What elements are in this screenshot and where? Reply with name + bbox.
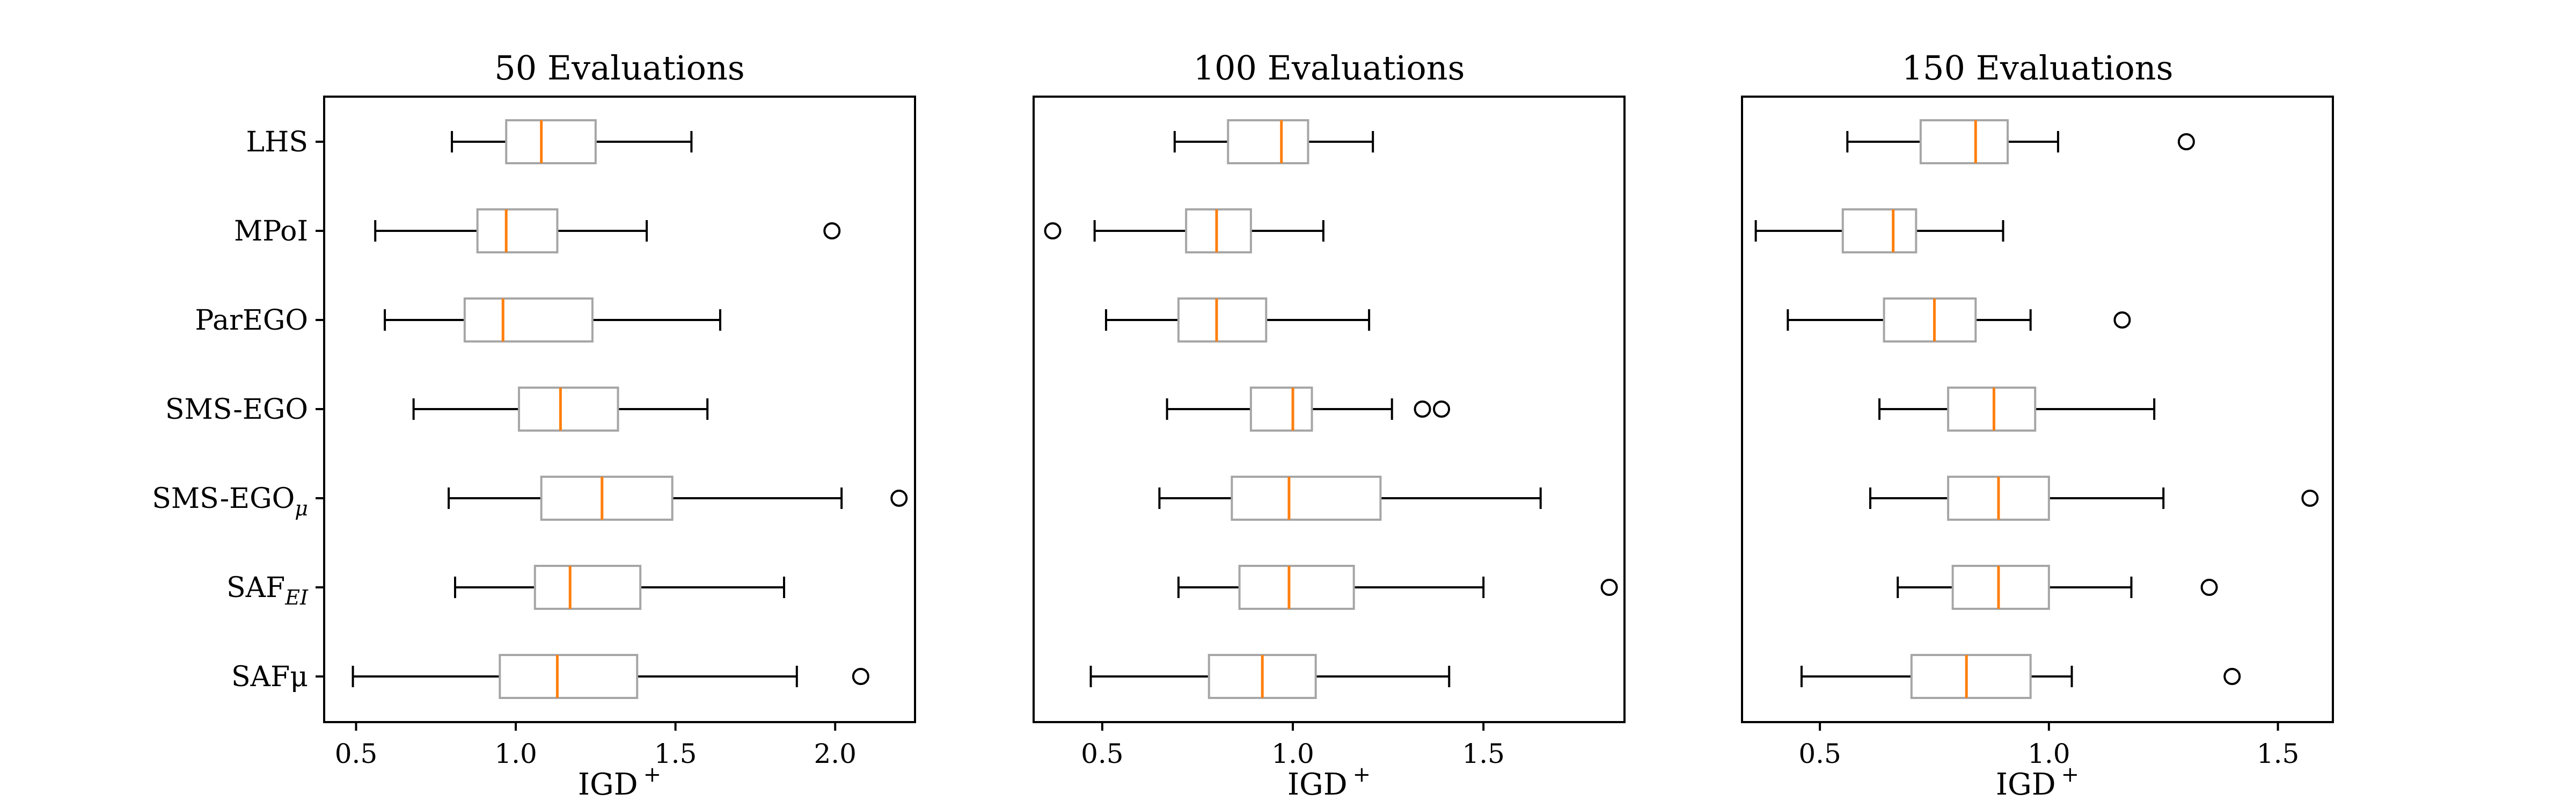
- box-iqr: [499, 654, 639, 699]
- y-tick-label-subscript: μ: [295, 497, 308, 520]
- box-iqr: [1177, 297, 1268, 343]
- box-5: [1869, 476, 2319, 521]
- box-iqr: [1910, 654, 2032, 699]
- box-iqr: [1227, 119, 1309, 164]
- x-tick-label: 0.5: [335, 738, 378, 769]
- box-iqr: [476, 208, 559, 253]
- y-tick-label-main: LHS: [246, 126, 308, 158]
- box-iqr: [1883, 297, 1977, 343]
- outlier-point: [2223, 668, 2241, 685]
- box-iqr: [1231, 476, 1382, 521]
- x-tick-label: 2.0: [814, 738, 857, 769]
- box-6: [454, 565, 785, 610]
- y-tick-label: MPoI: [234, 215, 308, 248]
- box-iqr: [1249, 387, 1313, 432]
- x-tick-label: 1.5: [2257, 738, 2300, 769]
- y-tick-label-main: MPoI: [234, 215, 308, 248]
- box-1: [1846, 119, 2195, 164]
- y-tick-label: ParEGO: [195, 304, 308, 337]
- box-3: [1104, 297, 1371, 343]
- box-iqr: [463, 297, 594, 343]
- box-4: [1878, 387, 2156, 432]
- outlier-point: [823, 222, 841, 239]
- x-axis-label-main: IGD: [578, 767, 638, 802]
- y-tick-label: LHS: [246, 126, 308, 158]
- box-iqr: [1185, 208, 1252, 253]
- y-tick-label-main: ParEGO: [195, 304, 308, 337]
- x-tick-label: 1.0: [2028, 738, 2070, 769]
- outlier-point: [1414, 401, 1431, 418]
- y-tick-label: SMS-EGOμ: [152, 483, 308, 520]
- box-6: [1177, 565, 1618, 610]
- y-tick-label: SAFEI: [226, 572, 309, 609]
- x-axis-label: IGD +: [1996, 762, 2079, 802]
- box-2: [1044, 208, 1324, 253]
- y-tick-label-main: SMS-EGO: [165, 394, 308, 426]
- x-tick-label: 1.5: [654, 738, 697, 769]
- panel-title: 100 Evaluations: [1194, 48, 1465, 88]
- box-4: [1166, 387, 1451, 432]
- panel-3: 150 Evaluations 0.5 1.0 1.5 IGD +: [1741, 48, 2334, 802]
- box-7: [352, 654, 869, 699]
- box-3: [1787, 297, 2131, 343]
- x-tick-label: 1.0: [1271, 738, 1314, 769]
- x-axis-label-main: IGD: [1996, 767, 2056, 802]
- outlier-point: [852, 668, 869, 685]
- x-axis-label-superscript: +: [1353, 762, 1371, 787]
- outlier-point: [2113, 311, 2131, 329]
- outlier-point: [2301, 490, 2319, 507]
- y-tick-label: SMS-EGO: [165, 394, 308, 426]
- panel-title: 150 Evaluations: [1902, 48, 2174, 88]
- outlier-point: [2200, 579, 2218, 596]
- y-tick-label-main: SMS-EGO: [152, 483, 295, 515]
- outlier-point: [1600, 579, 1618, 596]
- x-axis-label: IGD +: [578, 762, 661, 802]
- box-iqr: [540, 476, 674, 521]
- outlier-point: [1433, 401, 1451, 418]
- x-axis-label-main: IGD: [1287, 767, 1348, 802]
- x-tick-label: 1.0: [494, 738, 537, 769]
- box-3: [384, 297, 721, 343]
- x-tick-label: 0.5: [1081, 738, 1124, 769]
- box-iqr: [1841, 208, 1918, 253]
- box-iqr: [1947, 387, 2037, 432]
- box-iqr: [1919, 119, 2009, 164]
- box-6: [1897, 565, 2218, 610]
- outlier-point: [890, 490, 908, 507]
- box-7: [1800, 654, 2241, 699]
- panel-2: 100 Evaluations 0.5 1.0 1.5 IGD +: [1033, 48, 1626, 802]
- panel-1: 50 Evaluations 0.5 1.0 1.5 2.0 IGD + LHS MPoI Par…: [152, 48, 916, 802]
- box-iqr: [518, 387, 619, 432]
- panel-title: 50 Evaluations: [494, 48, 744, 88]
- box-7: [1089, 654, 1451, 699]
- x-axis-label-superscript: +: [643, 762, 662, 787]
- outlier-point: [1044, 222, 1062, 239]
- box-iqr: [533, 565, 642, 610]
- x-axis-label-superscript: +: [2061, 762, 2080, 787]
- y-tick-label-main: SAF: [226, 572, 285, 604]
- box-iqr: [1238, 565, 1355, 610]
- y-tick-label: SAFμ: [231, 661, 308, 693]
- outlier-point: [2177, 133, 2195, 150]
- x-tick-label: 1.5: [1462, 738, 1505, 769]
- x-axis-label: IGD +: [1287, 762, 1371, 802]
- box-iqr: [1951, 565, 2050, 610]
- box-2: [1754, 208, 2004, 253]
- box-1: [1173, 119, 1374, 164]
- y-tick-label-subscript: EI: [284, 586, 309, 609]
- box-5: [448, 476, 908, 521]
- box-1: [451, 119, 693, 164]
- y-tick-label-main: SAFμ: [231, 661, 308, 693]
- box-2: [374, 208, 841, 253]
- x-tick-label: 0.5: [1798, 738, 1841, 769]
- box-iqr: [505, 119, 597, 164]
- axes-frame: [1033, 96, 1626, 723]
- axes-frame: [1741, 96, 2334, 723]
- box-5: [1158, 476, 1542, 521]
- box-4: [412, 387, 709, 432]
